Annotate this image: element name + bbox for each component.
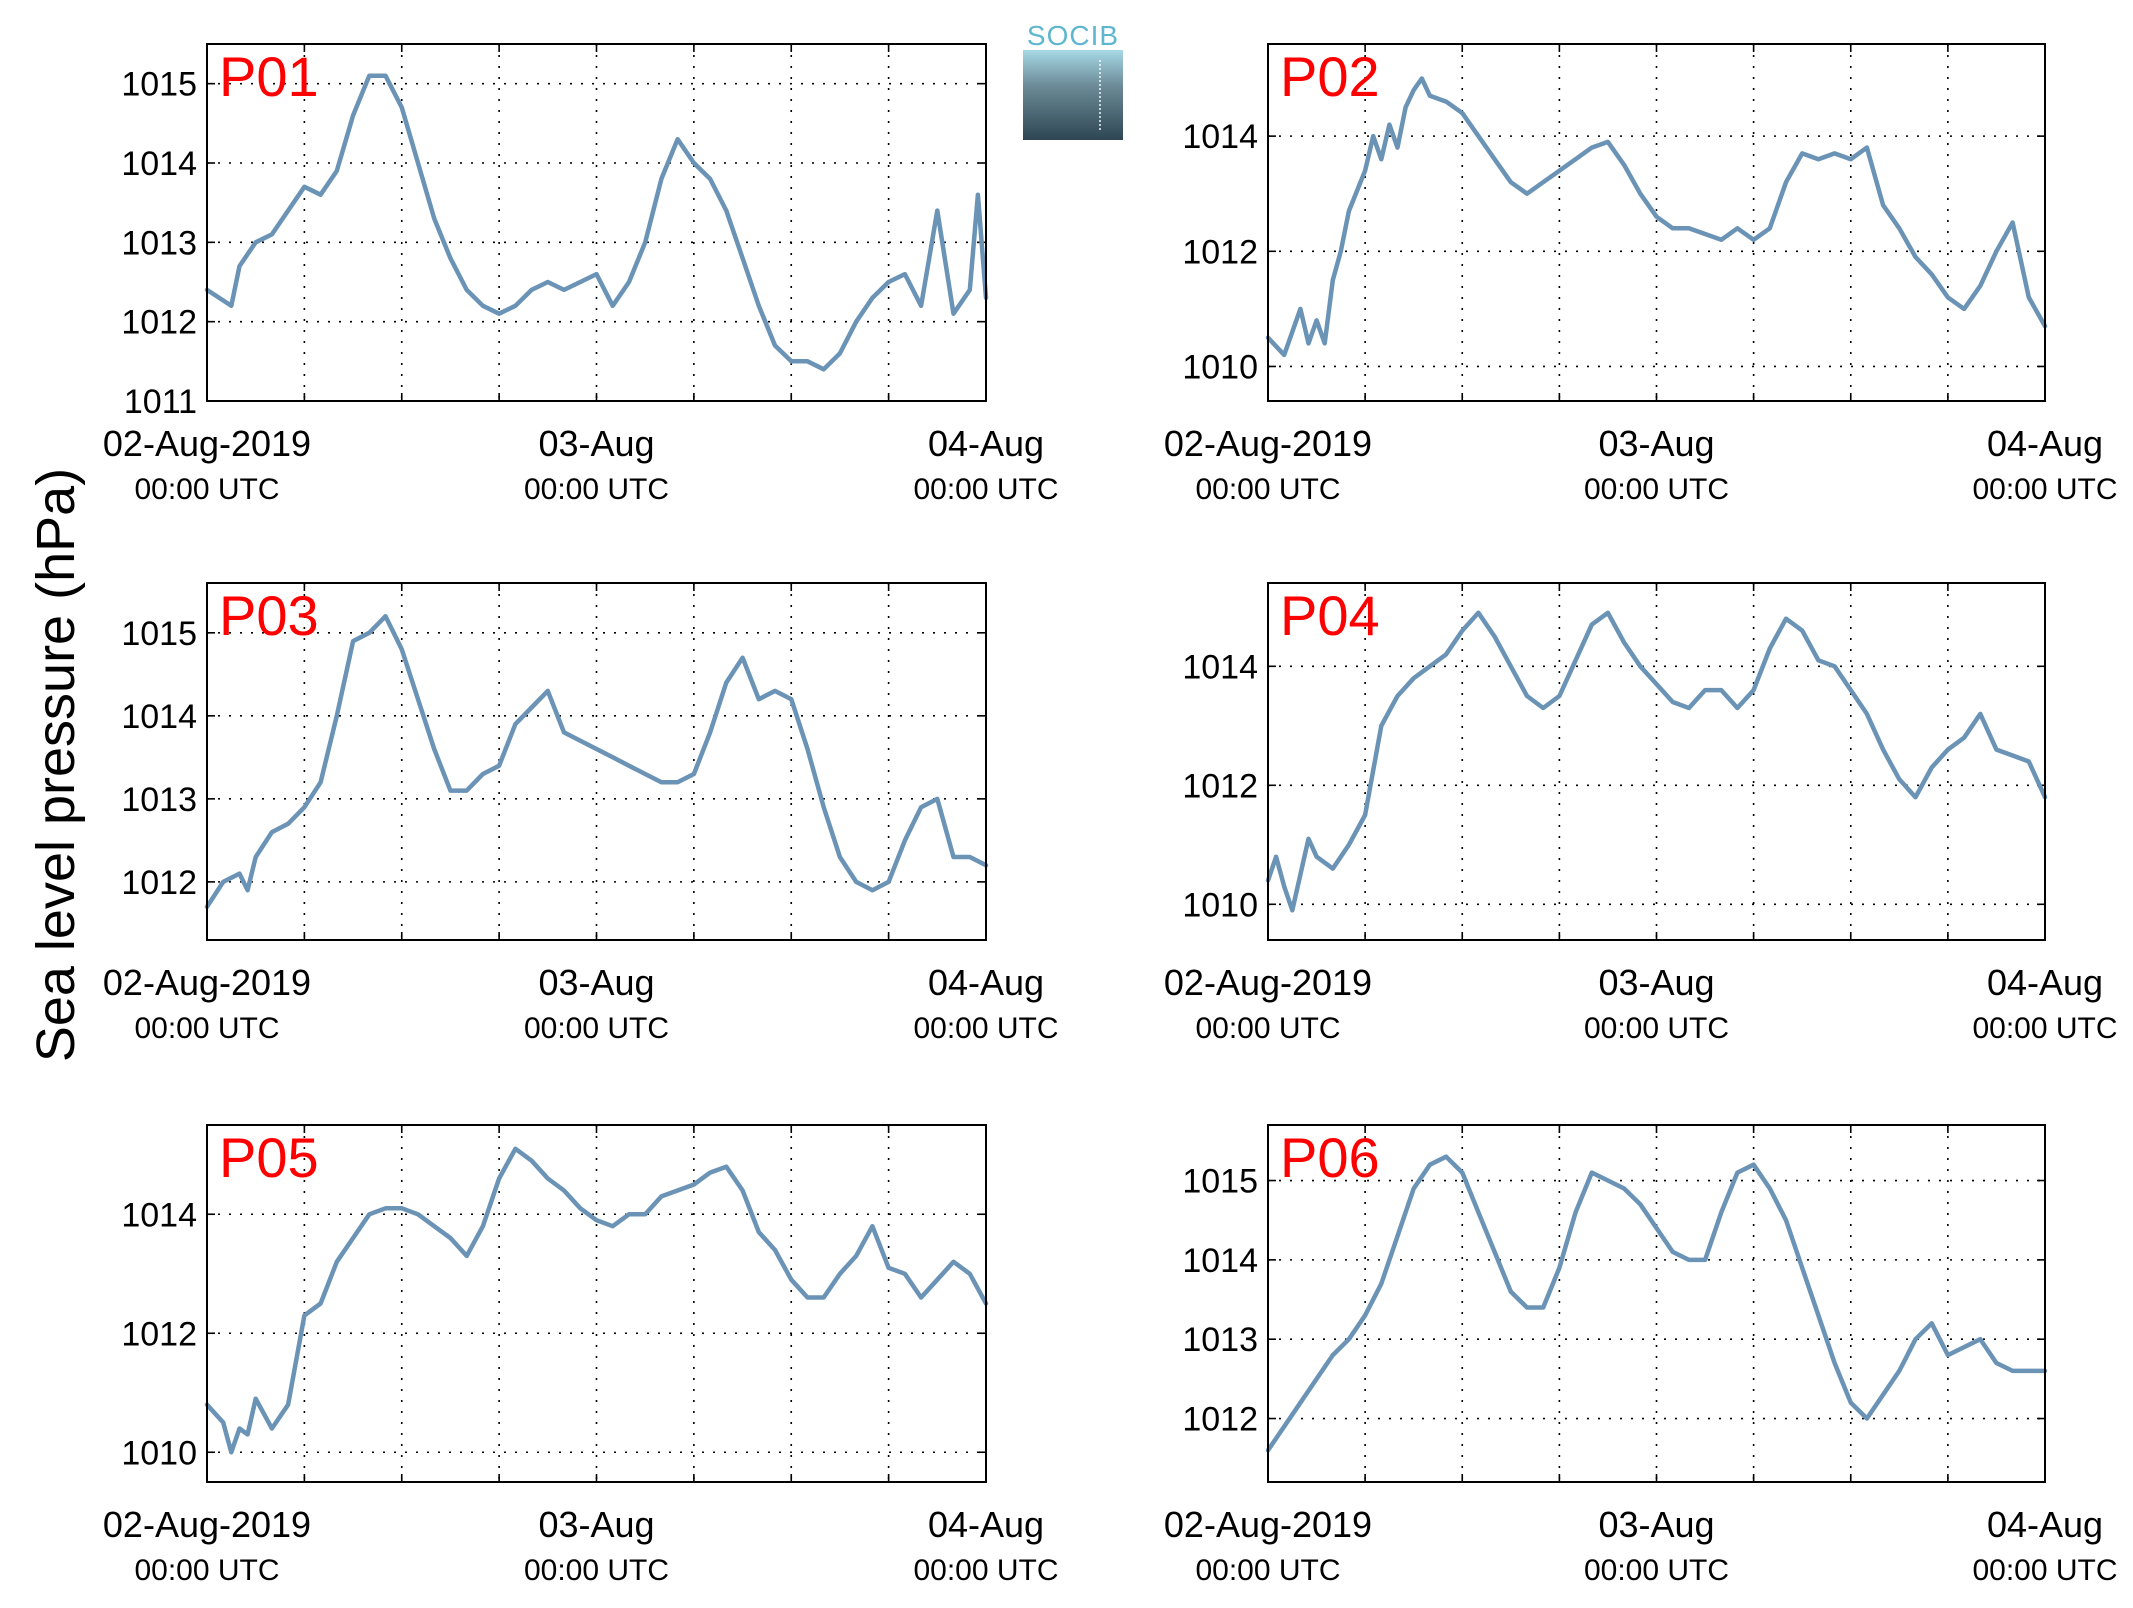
panel-label: P01 [219, 45, 319, 108]
x-tick-label-date: 03-Aug [538, 962, 654, 1003]
x-tick-label-date: 04-Aug [928, 423, 1044, 464]
x-tick-label-date: 04-Aug [1987, 423, 2103, 464]
panel-p05: 1010 1012 1014 P05 02-Aug-2019 00:00 UTC 03-Au… [103, 1124, 1059, 1587]
y-tick-label: 1015 [121, 615, 197, 653]
x-tick-label-time: 00:00 UTC [1972, 473, 2117, 506]
axes-frame [1267, 43, 2046, 402]
y-tick-label: 1013 [121, 224, 197, 262]
y-tick-label: 1014 [1182, 1242, 1258, 1280]
y-tick-label: 1014 [121, 145, 197, 183]
y-tick-label: 1010 [1182, 886, 1258, 924]
panel-label: P05 [219, 1126, 319, 1189]
x-tick-label-time: 00:00 UTC [1195, 1012, 1340, 1045]
y-tick-label: 1015 [1182, 1163, 1258, 1201]
x-tick-label-time: 00:00 UTC [1584, 1012, 1729, 1045]
x-tick-label-date: 04-Aug [928, 962, 1044, 1003]
x-tick-label-time: 00:00 UTC [134, 473, 279, 506]
series-line-p05 [204, 1146, 989, 1455]
y-tick-label: 1014 [1182, 118, 1258, 156]
x-tick-label-time: 00:00 UTC [524, 1554, 669, 1587]
x-tick-label-time: 00:00 UTC [134, 1554, 279, 1587]
panel-p03: 1012 1013 1014 1015 P03 02-Aug-2019 00:00 UTC 0… [103, 582, 1059, 1045]
y-tick-label: 1012 [1182, 1401, 1258, 1439]
x-tick-label-date: 04-Aug [928, 1504, 1044, 1545]
panel-label: P06 [1280, 1126, 1380, 1189]
x-tick-label-time: 00:00 UTC [1972, 1012, 2117, 1045]
panel-label: P03 [219, 584, 319, 647]
panel-label: P02 [1280, 45, 1380, 108]
panel-label: P04 [1280, 584, 1380, 647]
y-tick-label: 1014 [1182, 648, 1258, 686]
y-tick-label: 1010 [1182, 348, 1258, 386]
socib-logo: SOCIB [1023, 20, 1123, 140]
x-tick-label-time: 00:00 UTC [1195, 473, 1340, 506]
x-tick-label-date: 02-Aug-2019 [1164, 1504, 1372, 1545]
series-line-p04 [1265, 610, 2048, 913]
x-tick-label-date: 02-Aug-2019 [103, 423, 311, 464]
panel-p02: 1010 1012 1014 P02 02-Aug-2019 00:00 UTC 03-Au… [1164, 43, 2118, 506]
x-tick-label-time: 00:00 UTC [1972, 1554, 2117, 1587]
x-tick-label-time: 00:00 UTC [524, 1012, 669, 1045]
x-tick-label-date: 03-Aug [538, 423, 654, 464]
x-tick-label-date: 03-Aug [538, 1504, 654, 1545]
y-tick-label: 1014 [121, 698, 197, 736]
y-tick-label: 1012 [1182, 767, 1258, 805]
y-tick-label: 1012 [121, 1315, 197, 1353]
logo-graphic [1023, 50, 1123, 140]
x-tick-label-date: 03-Aug [1598, 423, 1714, 464]
x-tick-label-time: 00:00 UTC [913, 1012, 1058, 1045]
x-tick-label-date: 03-Aug [1598, 1504, 1714, 1545]
y-tick-label: 1015 [121, 66, 197, 104]
y-tick-label: 1011 [124, 383, 197, 421]
series-line-p06 [1265, 1154, 2048, 1453]
panel-p04: 1010 1012 1014 P04 02-Aug-2019 00:00 UTC 03-Au… [1164, 582, 2118, 1045]
x-tick-label-time: 00:00 UTC [134, 1012, 279, 1045]
axes-frame [206, 1124, 987, 1483]
y-tick-label: 1014 [121, 1196, 197, 1234]
x-tick-label-date: 02-Aug-2019 [103, 1504, 311, 1545]
x-tick-label-date: 04-Aug [1987, 1504, 2103, 1545]
series-line-p03 [204, 613, 989, 910]
x-tick-label-date: 02-Aug-2019 [1164, 423, 1372, 464]
y-tick-label: 1012 [121, 304, 197, 342]
y-tick-label: 1010 [121, 1434, 197, 1472]
axes-frame [1267, 582, 2046, 941]
x-tick-label-time: 00:00 UTC [913, 473, 1058, 506]
x-tick-label-time: 00:00 UTC [913, 1554, 1058, 1587]
axes-frame [206, 582, 987, 941]
y-tick-label: 1012 [121, 864, 197, 902]
x-tick-label-date: 03-Aug [1598, 962, 1714, 1003]
y-tick-label: 1012 [1182, 233, 1258, 271]
logo-dash [1099, 60, 1101, 130]
x-tick-label-date: 02-Aug-2019 [103, 962, 311, 1003]
x-tick-label-time: 00:00 UTC [1584, 473, 1729, 506]
axes-frame [206, 43, 987, 402]
logo-text: SOCIB [1026, 20, 1120, 51]
x-tick-label-time: 00:00 UTC [1195, 1554, 1340, 1587]
panel-p01: 1011 1012 1013 1014 1015 P01 02-Aug-2019 00:00 … [103, 43, 1059, 506]
x-tick-label-time: 00:00 UTC [1584, 1554, 1729, 1587]
y-tick-label: 1013 [121, 781, 197, 819]
x-tick-label-date: 04-Aug [1987, 962, 2103, 1003]
axes-frame [1267, 1124, 2046, 1483]
series-line-p02 [1265, 76, 2048, 358]
panel-p06: 1012 1013 1014 1015 P06 02-Aug-2019 00:00 UTC 0… [1164, 1124, 2118, 1587]
series-line-p01 [204, 73, 989, 372]
x-tick-label-time: 00:00 UTC [524, 473, 669, 506]
x-tick-label-date: 02-Aug-2019 [1164, 962, 1372, 1003]
y-axis-label: Sea level pressure (hPa) [26, 467, 86, 1063]
y-tick-label: 1013 [1182, 1321, 1258, 1359]
